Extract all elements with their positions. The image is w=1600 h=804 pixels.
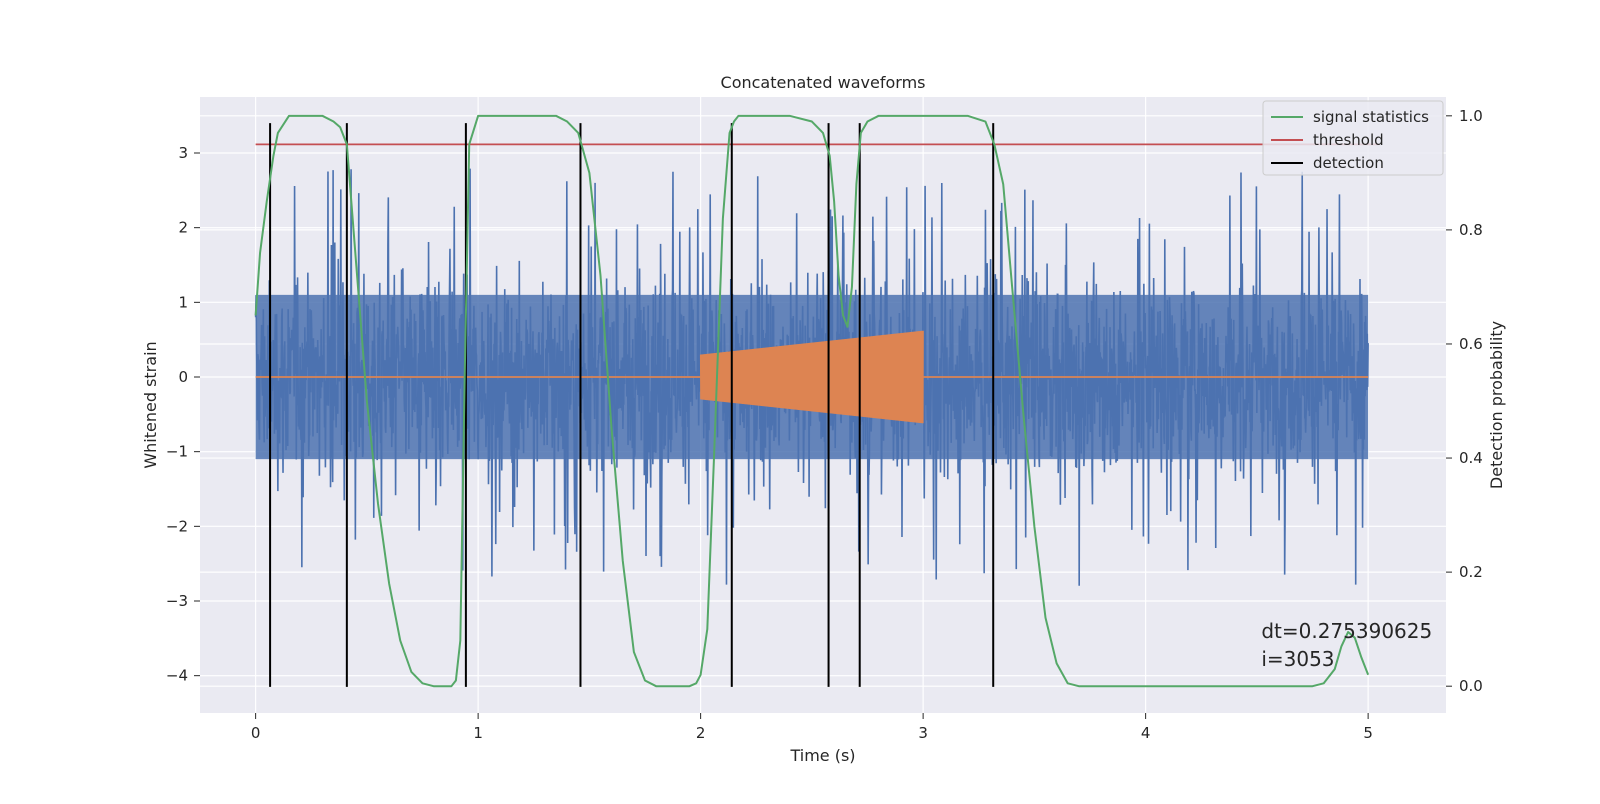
- overlay-layer: dt=0.275390625 i=3053 signal statistics th…: [1261, 100, 1444, 671]
- x-tick-label: 1: [473, 724, 483, 742]
- signal-statistics-series: [254, 114, 1370, 688]
- y2-tick-label: 0.4: [1459, 449, 1483, 467]
- template-series: [699, 330, 924, 424]
- legend-label: signal statistics: [1313, 108, 1429, 126]
- data-layer: [254, 114, 1380, 688]
- y-tick-label: −3: [166, 592, 188, 610]
- legend-label: threshold: [1313, 131, 1384, 149]
- y-tick-label: 3: [178, 144, 188, 162]
- y-tick-label: 2: [178, 219, 188, 237]
- x-axis-label: Time (s): [789, 746, 855, 765]
- chart-title: Concatenated waveforms: [721, 73, 926, 92]
- y2-axis-label: Detection probability: [1487, 321, 1506, 489]
- y-tick-label: −1: [166, 443, 188, 461]
- x-tick-label: 2: [696, 724, 706, 742]
- y2-tick-label: 0.8: [1459, 221, 1483, 239]
- legend-label: detection: [1313, 154, 1384, 172]
- x-tick-label: 0: [251, 724, 261, 742]
- y-tick-label: −4: [166, 667, 188, 685]
- y2-tick-label: 0.0: [1459, 677, 1483, 695]
- y2-tick-label: 1.0: [1459, 107, 1483, 125]
- y2-tick-label: 0.6: [1459, 335, 1483, 353]
- y-tick-label: 0: [178, 368, 188, 386]
- y-axis-label: Whitened strain: [141, 341, 160, 468]
- y-tick-label: −2: [166, 517, 188, 535]
- x-tick-label: 4: [1141, 724, 1151, 742]
- x-tick-label: 5: [1363, 724, 1373, 742]
- annotation-dt: dt=0.275390625: [1261, 619, 1432, 643]
- y2-tick-label: 0.2: [1459, 563, 1483, 581]
- y-tick-label: 1: [178, 293, 188, 311]
- annotation-i: i=3053: [1261, 647, 1334, 671]
- legend-box: [1262, 100, 1444, 176]
- x-tick-label: 3: [918, 724, 928, 742]
